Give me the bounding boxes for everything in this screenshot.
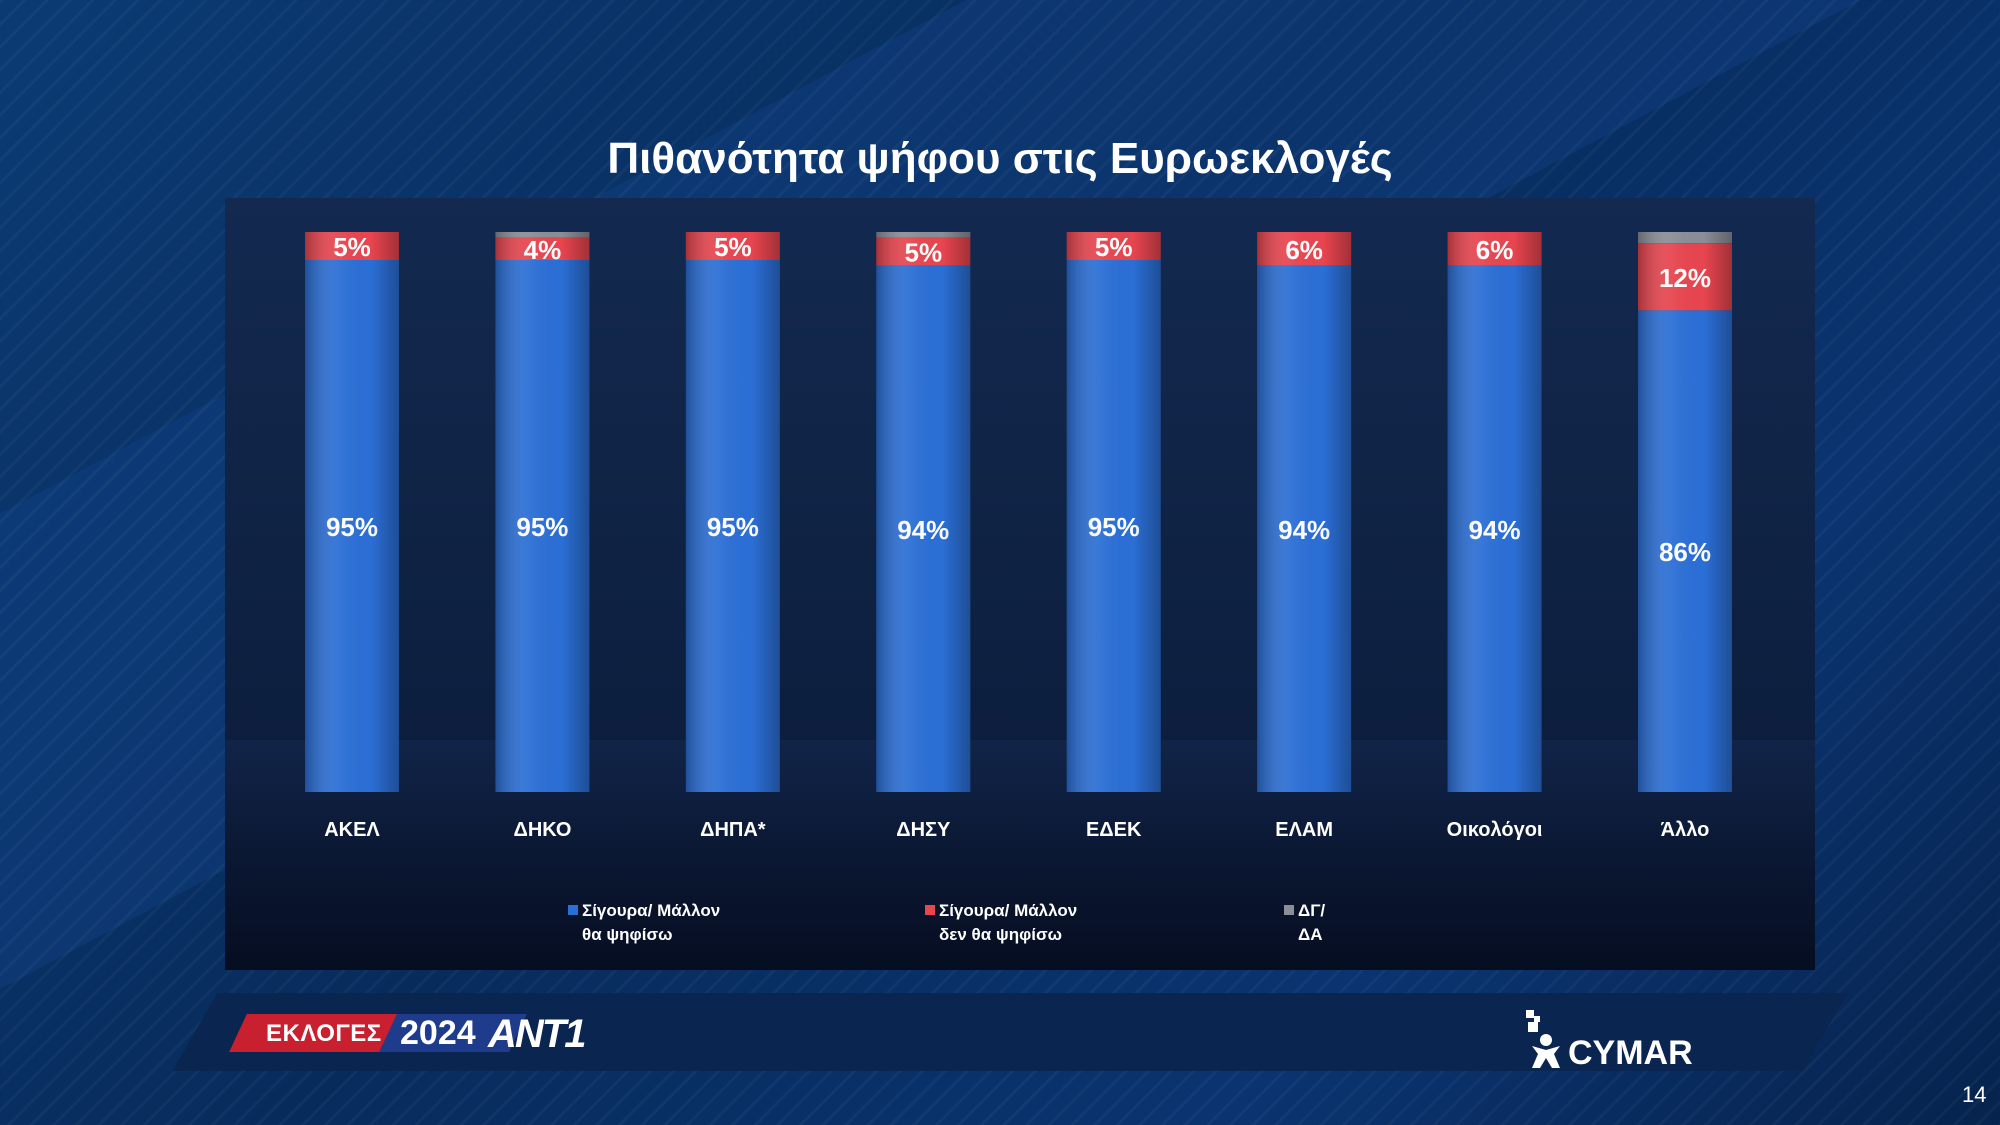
category-label: Άλλο xyxy=(1661,819,1710,841)
cymar-figure-icon xyxy=(1526,1010,1560,1068)
category-label: ΔΗΚΟ xyxy=(513,819,571,841)
category-label: ΕΔΕΚ xyxy=(1086,819,1142,841)
legend-label: δεν θα ψηφίσω xyxy=(939,925,1062,944)
category-label: Οικολόγοι xyxy=(1447,819,1543,841)
pollster-name: CYMAR xyxy=(1568,1034,1693,1072)
legend-swatch xyxy=(568,905,578,915)
legend-label: Σίγουρα/ Μάλλον xyxy=(582,901,720,920)
bar-shading xyxy=(1447,232,1542,792)
bar-shading xyxy=(495,232,590,792)
page-number: 14 xyxy=(1962,1082,1987,1107)
category-label: ΑΚΕΛ xyxy=(324,819,380,841)
legend-label: θα ψηφίσω xyxy=(582,925,672,944)
channel-logo: ANT1 xyxy=(488,1012,586,1056)
bar-shading xyxy=(876,232,971,792)
bar-shading xyxy=(305,232,399,792)
category-label: ΔΗΠΑ* xyxy=(700,819,766,841)
bar-shading xyxy=(1257,232,1352,792)
category-label: ΕΛΑΜ xyxy=(1275,819,1333,841)
elections-label: ΕΚΛΟΓΕΣ xyxy=(266,1020,382,1047)
bar-shading xyxy=(1066,232,1161,792)
bar-shading xyxy=(685,232,780,792)
legend-swatch xyxy=(925,905,935,915)
chart-panel-floor xyxy=(225,740,1815,970)
legend-swatch xyxy=(1284,905,1294,915)
legend-label: ΔΑ xyxy=(1298,925,1323,944)
legend-label: Σίγουρα/ Μάλλον xyxy=(939,901,1077,920)
elections-year: 2024 xyxy=(400,1014,476,1052)
bar-shading xyxy=(1638,232,1732,792)
chart-title: Πιθανότητα ψήφου στις Ευρωεκλογές xyxy=(607,134,1393,183)
category-label: ΔΗΣΥ xyxy=(896,819,951,841)
legend-label: ΔΓ/ xyxy=(1298,901,1325,920)
